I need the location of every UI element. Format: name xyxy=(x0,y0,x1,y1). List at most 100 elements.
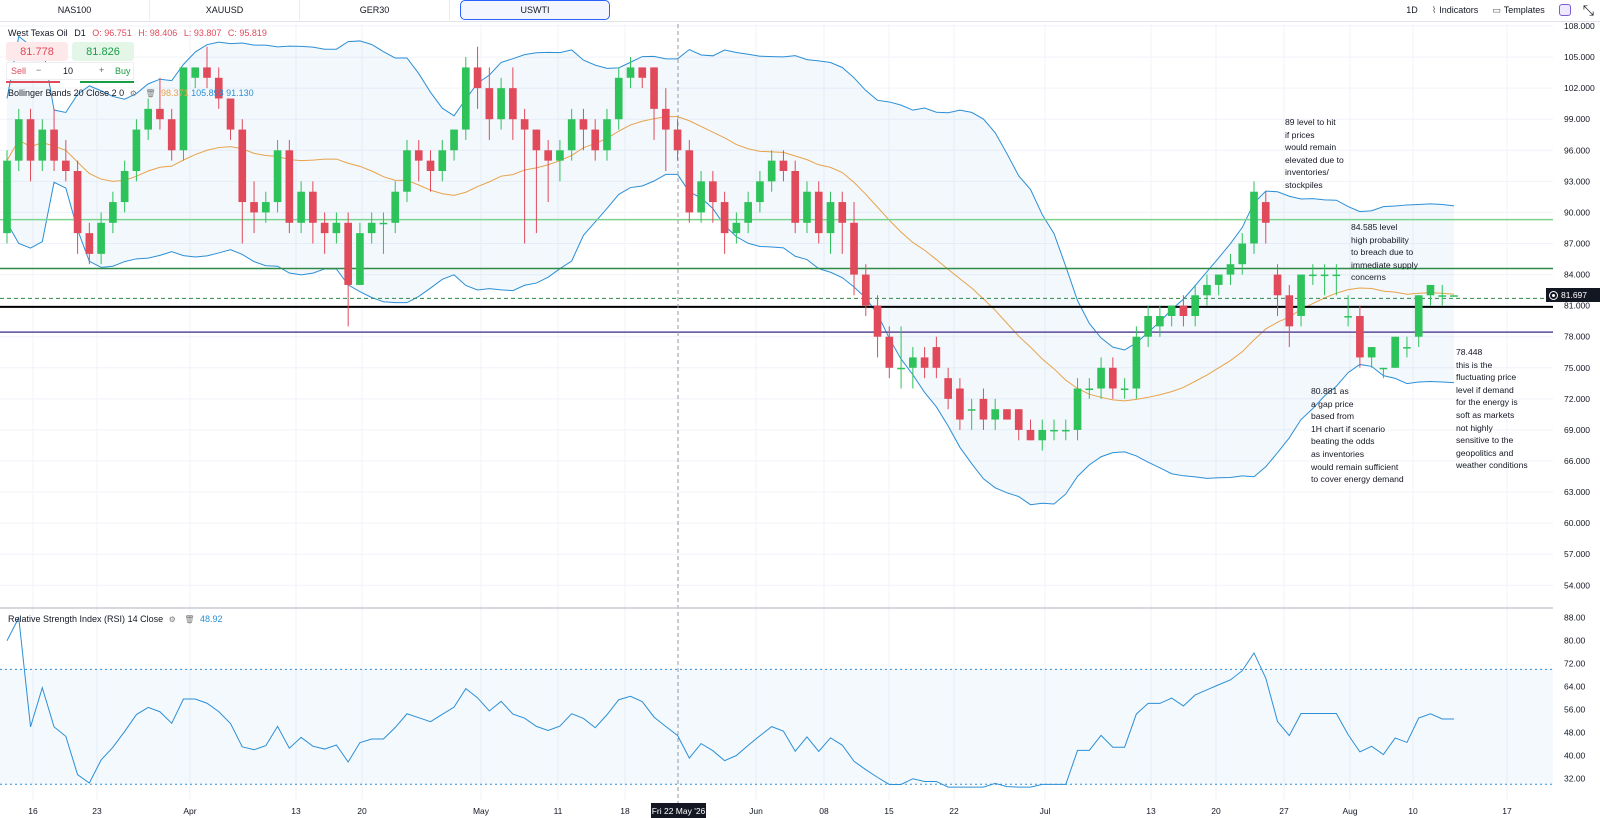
time-axis-label: Apr xyxy=(183,806,196,816)
candle-body xyxy=(909,357,917,368)
candle-body xyxy=(1026,429,1035,441)
candle-body xyxy=(1238,243,1247,265)
price-axis-label: 87.000 xyxy=(1564,239,1590,249)
chart-toolbar: 1D ⌇ Indicators ▭ Templates ⤡ xyxy=(1392,0,1600,20)
time-axis-label: Jul xyxy=(1040,806,1051,816)
candle-body xyxy=(732,222,741,234)
candle-body xyxy=(1356,316,1364,358)
annotation-80-level[interactable]: 80.881 as a gap price based from 1H char… xyxy=(1311,386,1404,485)
price-axis-label: 75.000 xyxy=(1564,363,1590,373)
candle-body xyxy=(967,409,976,411)
templates-icon: ▭ xyxy=(1492,4,1501,15)
price-axis-label: 90.000 xyxy=(1564,207,1590,217)
candle-body xyxy=(579,119,588,130)
rsi-legend: Relative Strength Index (RSI) 14 Close ⚙… xyxy=(8,614,223,624)
bb-lower-value: 91.130 xyxy=(226,88,254,98)
candle-body xyxy=(1226,264,1235,275)
price-axis-label: 72.000 xyxy=(1564,394,1590,404)
candle-body xyxy=(38,129,47,161)
tab-nas100[interactable]: NAS100 xyxy=(0,0,150,20)
candle-body xyxy=(591,129,600,151)
tab-xauusd[interactable]: XAUUSD xyxy=(150,0,300,20)
candles xyxy=(3,46,1458,451)
candle-body xyxy=(956,388,964,420)
bollinger-band-fill xyxy=(7,36,1454,505)
candle-body xyxy=(1250,191,1258,244)
time-axis-label: 22 xyxy=(949,806,959,816)
rsi-axis-label: 48.00 xyxy=(1564,728,1586,738)
bollinger-upper-line xyxy=(6,35,1455,351)
sell-price-button[interactable]: 81.778 xyxy=(6,42,68,61)
decrease-quantity-button[interactable]: − xyxy=(36,65,42,75)
screenshot-icon[interactable] xyxy=(1558,4,1571,16)
candle-body xyxy=(1050,429,1058,432)
price-axis-label: 81.000 xyxy=(1564,301,1590,311)
annotation-78-level[interactable]: 78.448 this is the fluctuating price lev… xyxy=(1456,347,1528,471)
rsi-delete-icon[interactable]: 🗑 xyxy=(184,615,195,624)
price-chart[interactable]: 108.000 105.000 102.000 99.000 96.000 93.000 9… xyxy=(0,22,1600,818)
candle-body xyxy=(767,160,776,182)
quantity-row: Sell − + Buy xyxy=(6,62,134,80)
symbol-name[interactable]: West Texas Oil xyxy=(8,28,68,38)
candle-body xyxy=(438,150,447,171)
candle-body xyxy=(191,67,200,78)
candle-body xyxy=(356,233,364,285)
bb-mult: 2 xyxy=(111,88,117,98)
candle-body xyxy=(991,409,1000,420)
interval-button[interactable]: 1D xyxy=(1406,5,1418,15)
current-price-label: 81.697 xyxy=(1546,288,1600,302)
annotation-84-level[interactable]: 84.585 level high probability to breach … xyxy=(1351,222,1418,283)
price-axis-label: 66.000 xyxy=(1564,456,1590,466)
templates-button[interactable]: ▭ Templates xyxy=(1492,5,1545,16)
candle-body xyxy=(1285,295,1294,327)
open-value: O: 96.751 xyxy=(92,28,132,38)
candle-body xyxy=(614,77,623,120)
target-icon[interactable] xyxy=(1549,290,1558,300)
candle-body xyxy=(367,222,376,234)
rsi-settings-icon[interactable]: ⚙ xyxy=(168,615,176,624)
bb-name[interactable]: Bollinger Bands xyxy=(8,88,72,98)
indicators-button[interactable]: ⌇ Indicators xyxy=(1432,5,1478,16)
current-price-value: 81.697 xyxy=(1561,290,1587,300)
candle-body xyxy=(1038,429,1047,441)
settings-icon[interactable]: ⚙ xyxy=(129,89,137,98)
candle-body xyxy=(1156,316,1164,327)
rsi-axis-label: 72.00 xyxy=(1564,659,1586,669)
bb-length: 20 xyxy=(73,88,84,98)
candle-body xyxy=(850,222,858,275)
delete-icon[interactable]: 🗑 xyxy=(145,89,156,98)
price-axis-label: 96.000 xyxy=(1564,145,1590,155)
tab-uswti[interactable]: USWTI xyxy=(460,0,610,20)
time-axis-label: May xyxy=(473,806,490,816)
indicators-icon: ⌇ xyxy=(1431,4,1437,15)
sell-button[interactable]: Sell xyxy=(11,66,27,76)
candle-body xyxy=(626,67,635,78)
time-axis-label: 16 xyxy=(28,806,38,816)
increase-quantity-button[interactable]: + xyxy=(99,65,105,75)
quantity-input[interactable] xyxy=(63,66,83,76)
candle-body xyxy=(1297,274,1305,316)
templates-label: Templates xyxy=(1503,5,1545,15)
rsi-axis-label: 64.00 xyxy=(1564,682,1586,692)
candle-body xyxy=(203,67,211,78)
candle-body xyxy=(273,150,282,203)
candle-body xyxy=(344,222,352,285)
buy-price-button[interactable]: 81.826 xyxy=(72,42,134,61)
candle-body xyxy=(744,202,752,223)
close-value: C: 95.819 xyxy=(227,28,267,38)
price-axis-label: 102.000 xyxy=(1564,83,1595,93)
candle-body xyxy=(1309,274,1317,277)
candle-body xyxy=(1332,274,1341,277)
rsi-axis-label: 32.00 xyxy=(1564,774,1586,784)
annotation-89-level[interactable]: 89 level to hit if prices would remain e… xyxy=(1285,117,1344,190)
buy-button[interactable]: Buy xyxy=(115,66,131,76)
bollinger-lower-line xyxy=(6,173,1455,506)
time-axis-label: 18 xyxy=(620,806,630,816)
tab-ger30[interactable]: GER30 xyxy=(300,0,450,20)
high-value: H: 98.406 xyxy=(138,28,178,38)
fullscreen-icon[interactable]: ⤡ xyxy=(1582,1,1594,18)
candle-body xyxy=(426,160,435,171)
rsi-name[interactable]: Relative Strength Index (RSI) xyxy=(8,614,126,624)
candle-body xyxy=(873,305,882,337)
candle-body xyxy=(85,233,94,254)
